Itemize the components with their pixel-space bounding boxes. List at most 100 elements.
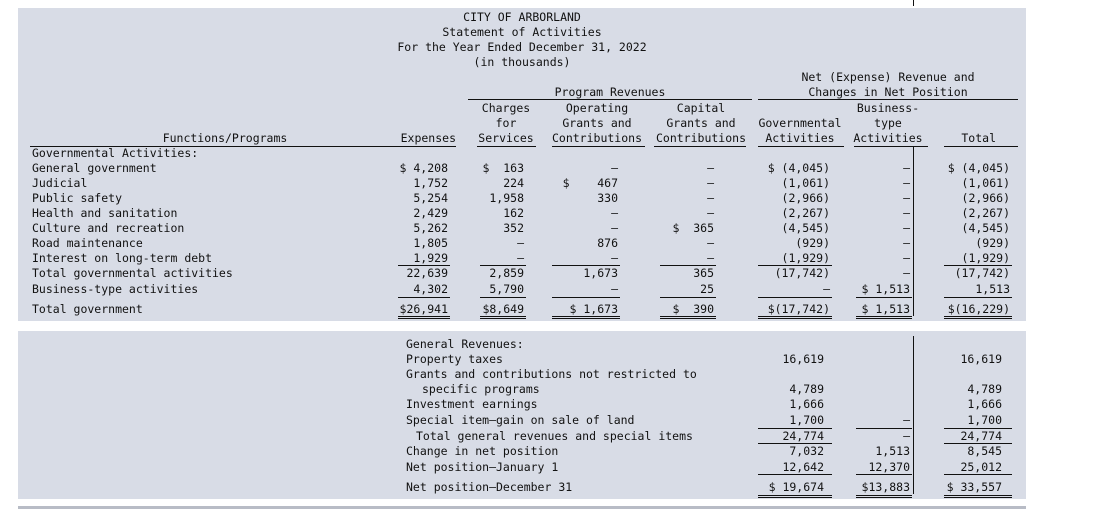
business-column-rule-general	[913, 336, 914, 494]
special-item-gov: 1,700	[789, 413, 824, 427]
row-business: –	[903, 266, 910, 280]
total-rule	[552, 297, 620, 298]
investment-gov: 1,666	[789, 397, 824, 411]
business-h3: Activities	[853, 131, 923, 145]
row-total: (1,929)	[961, 251, 1010, 265]
row-total: 1,513	[975, 282, 1010, 296]
charges-h3: Services	[478, 131, 534, 145]
subtotal-rule	[944, 265, 1012, 266]
row-name: Health and sanitation	[32, 206, 178, 220]
row-name: General government	[32, 161, 157, 175]
row-capital: –	[707, 176, 714, 190]
business-h1: Business-	[856, 101, 920, 115]
body-band	[18, 146, 1026, 321]
header-rule-functions	[30, 146, 456, 147]
row-governmental: $ (4,045)	[767, 161, 830, 175]
program-revenues-rule	[468, 99, 752, 100]
header-rule-business	[854, 146, 928, 147]
row-operating: –	[611, 221, 618, 235]
row-operating: –	[611, 161, 618, 175]
row-governmental: $(17,742)	[767, 302, 830, 316]
total-general-label: Total general revenues and special items	[416, 429, 693, 443]
general-subtotal-rule	[944, 428, 1012, 429]
row-charges: 162	[503, 206, 524, 220]
grants-label-1: Grants and contributions not restricted …	[406, 367, 697, 381]
special-item-label: Special item—gain on sale of land	[406, 413, 635, 427]
row-expenses: 2,429	[413, 206, 448, 220]
row-expenses: 5,254	[413, 191, 448, 205]
row-name: Business-type activities	[32, 282, 199, 296]
jan1-total: 25,012	[960, 460, 1002, 474]
subtotal-rule	[758, 265, 832, 266]
city-name: CITY OF ARBORLAND	[463, 10, 581, 24]
row-capital: –	[707, 206, 714, 220]
general-total-rule	[758, 443, 832, 444]
header-rule-capital	[654, 146, 746, 147]
special-item-total: 1,700	[967, 413, 1002, 427]
row-governmental: (17,742)	[774, 266, 830, 280]
row-governmental: (2,267)	[781, 206, 830, 220]
final-double-rule	[944, 495, 1012, 498]
charges-h2: for	[495, 116, 517, 130]
total-rule	[660, 297, 716, 298]
row-operating: –	[611, 206, 618, 220]
total-rule	[944, 297, 1012, 298]
row-governmental: (2,966)	[781, 191, 830, 205]
total-general-total: 24,774	[960, 429, 1002, 443]
jan1-label: Net position—January 1	[406, 460, 559, 474]
investment-total: 1,666	[967, 397, 1002, 411]
row-capital: –	[707, 191, 714, 205]
row-expenses: 1,805	[413, 236, 448, 250]
dec31-total: $ 33,557	[946, 480, 1002, 494]
property-taxes-gov: 16,619	[782, 352, 824, 366]
functions-header: Functions/Programs	[162, 131, 288, 145]
row-total: (2,267)	[961, 206, 1010, 220]
row-capital: –	[707, 161, 714, 175]
investment-label: Investment earnings	[406, 397, 538, 411]
row-charges: 2,859	[489, 266, 524, 280]
row-name: Total government	[32, 302, 143, 316]
header-band	[18, 8, 1026, 146]
row-name: Public safety	[32, 191, 123, 205]
jan1-gov: 12,642	[782, 460, 824, 474]
special-item-business: –	[903, 413, 910, 427]
net-header-rule	[758, 99, 1018, 100]
row-expenses: 1,752	[413, 176, 448, 190]
header-rule-operating	[552, 146, 645, 147]
row-total: (1,061)	[961, 176, 1010, 190]
row-operating: $ 467	[562, 176, 618, 190]
total-rule	[758, 297, 832, 298]
row-operating: 1,673	[583, 266, 618, 280]
total-header: Total	[961, 131, 996, 145]
general-subtotal-rule	[758, 428, 832, 429]
row-charges: $ 163	[482, 161, 524, 175]
row-operating: –	[611, 251, 618, 265]
net-header-2: Changes in Net Position	[808, 85, 968, 99]
row-name: Judicial	[32, 176, 88, 190]
header-rule-governmental	[758, 146, 844, 147]
grants-label-2: specific programs	[422, 382, 540, 396]
header-rule-charges	[477, 146, 536, 147]
net-position-rule	[856, 474, 912, 475]
row-operating: $ 1,673	[569, 302, 618, 316]
row-expenses: 4,302	[413, 282, 448, 296]
row-name: Road maintenance	[32, 236, 143, 250]
top-tick	[913, 0, 914, 6]
jan1-business: 12,370	[868, 460, 910, 474]
row-expenses: 5,262	[413, 221, 448, 235]
row-capital: $ 390	[672, 302, 714, 316]
row-charges: 1,958	[489, 191, 524, 205]
capital-h2: Grants and	[666, 116, 736, 130]
header-rule-expenses	[398, 146, 456, 147]
row-expenses: $26,941	[399, 302, 448, 316]
row-business: –	[903, 251, 910, 265]
capital-h3: Contributions	[655, 131, 746, 145]
change-label: Change in net position	[406, 444, 559, 458]
row-charges: 5,790	[489, 282, 524, 296]
row-total: (2,966)	[961, 191, 1010, 205]
row-total: (4,545)	[961, 221, 1010, 235]
row-expenses: 1,929	[413, 251, 448, 265]
row-charges: –	[517, 251, 524, 265]
row-expenses: 22,639	[406, 266, 448, 280]
operating-h2: Grants and	[562, 116, 632, 130]
